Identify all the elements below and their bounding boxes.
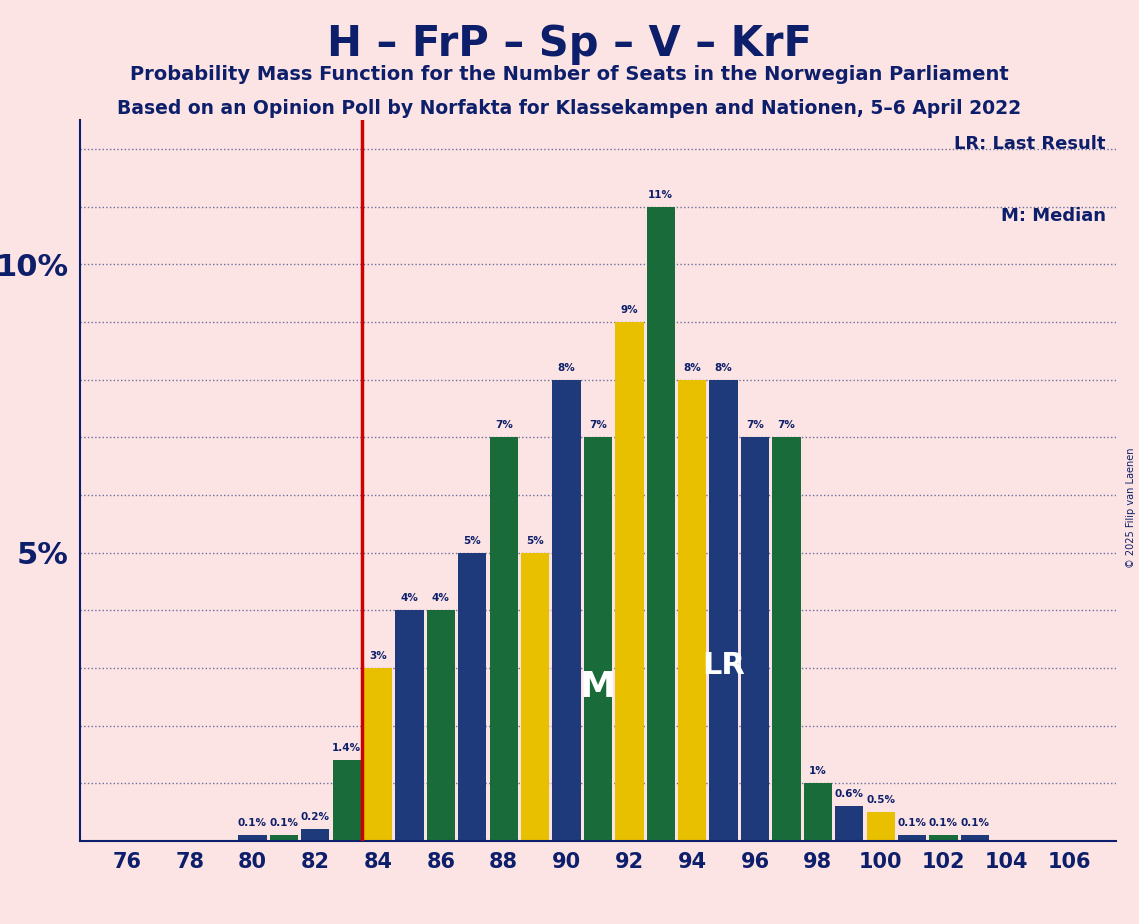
Text: 7%: 7% [778,420,795,431]
Bar [647,207,675,841]
Text: 9%: 9% [621,305,638,315]
Text: LR: LR [702,651,745,680]
Text: 5%: 5% [526,536,544,546]
Bar [898,835,926,841]
Text: 8%: 8% [715,362,732,372]
Bar [772,437,801,841]
Bar [929,835,958,841]
Text: © 2025 Filip van Laenen: © 2025 Filip van Laenen [1126,448,1136,568]
Bar [552,380,581,841]
Bar [238,835,267,841]
Text: 7%: 7% [746,420,764,431]
Text: 0.1%: 0.1% [929,818,958,828]
Text: 11%: 11% [648,189,673,200]
Bar [678,380,706,841]
Text: 0.1%: 0.1% [898,818,926,828]
Bar [301,830,329,841]
Bar [584,437,612,841]
Bar [710,380,738,841]
Bar [835,807,863,841]
Bar [521,553,549,841]
Bar [867,812,895,841]
Text: M: M [580,671,616,704]
Text: 7%: 7% [589,420,607,431]
Bar [395,610,424,841]
Text: Based on an Opinion Poll by Norfakta for Klassekampen and Nationen, 5–6 April 20: Based on an Opinion Poll by Norfakta for… [117,99,1022,118]
Bar [960,835,989,841]
Bar [615,322,644,841]
Bar [333,760,361,841]
Bar [490,437,518,841]
Bar [740,437,769,841]
Bar [364,668,392,841]
Bar [458,553,486,841]
Text: 1.4%: 1.4% [333,743,361,753]
Text: M: Median: M: Median [1001,207,1106,225]
Bar [804,784,831,841]
Text: 8%: 8% [683,362,702,372]
Text: LR: Last Result: LR: Last Result [954,135,1106,152]
Text: 0.1%: 0.1% [238,818,267,828]
Text: 3%: 3% [369,650,387,661]
Text: 5%: 5% [464,536,481,546]
Text: Probability Mass Function for the Number of Seats in the Norwegian Parliament: Probability Mass Function for the Number… [130,65,1009,84]
Text: 8%: 8% [558,362,575,372]
Text: 4%: 4% [432,593,450,603]
Bar [270,835,298,841]
Bar [427,610,456,841]
Text: 0.1%: 0.1% [960,818,990,828]
Text: 7%: 7% [494,420,513,431]
Text: 0.2%: 0.2% [301,812,330,822]
Text: H – FrP – Sp – V – KrF: H – FrP – Sp – V – KrF [327,23,812,65]
Text: 0.6%: 0.6% [835,789,863,799]
Text: 0.5%: 0.5% [866,795,895,805]
Text: 0.1%: 0.1% [270,818,298,828]
Text: 1%: 1% [809,766,827,776]
Text: 4%: 4% [401,593,418,603]
